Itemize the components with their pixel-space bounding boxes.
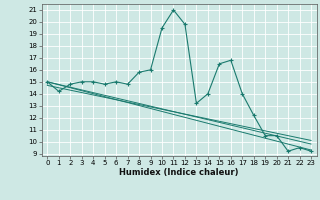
X-axis label: Humidex (Indice chaleur): Humidex (Indice chaleur) — [119, 168, 239, 177]
